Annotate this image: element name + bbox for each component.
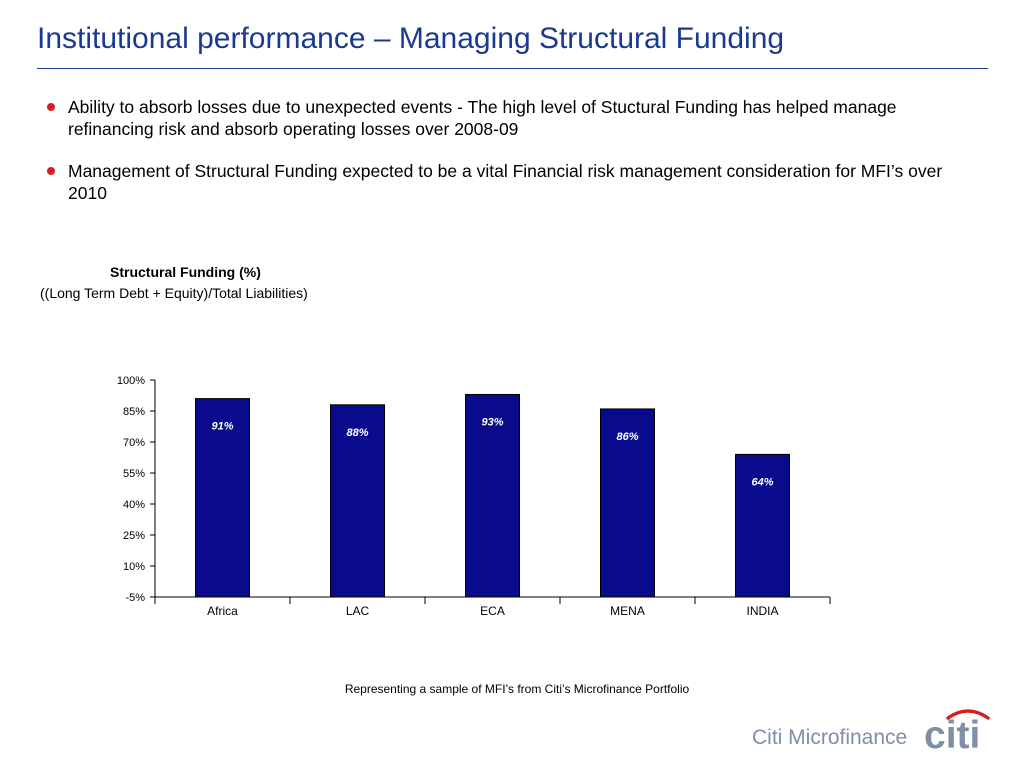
y-tick-label: 85% bbox=[123, 406, 145, 418]
bar bbox=[600, 408, 655, 598]
bar-data-label: 86% bbox=[616, 431, 638, 443]
x-tick-label: Africa bbox=[207, 604, 238, 618]
y-tick-label: 70% bbox=[123, 437, 145, 449]
chart-title: Structural Funding (%) bbox=[110, 264, 261, 280]
bar-data-label: 64% bbox=[751, 476, 773, 488]
y-tick-label: 55% bbox=[123, 468, 145, 480]
bar bbox=[195, 398, 250, 598]
citi-logo: citi bbox=[924, 709, 990, 751]
y-tick-label: -5% bbox=[125, 592, 145, 604]
y-tick-label: 100% bbox=[117, 375, 145, 387]
citi-logo-text: citi bbox=[924, 714, 980, 751]
footnote: Representing a sample of MFI’s from Citi… bbox=[344, 682, 690, 696]
bullet-item: Management of Structural Funding expecte… bbox=[46, 160, 981, 204]
title-divider bbox=[37, 68, 988, 69]
bar-data-label: 88% bbox=[346, 427, 368, 439]
bullet-item: Ability to absorb losses due to unexpect… bbox=[46, 96, 981, 140]
bar-data-label: 91% bbox=[211, 421, 233, 433]
x-tick-label: ECA bbox=[480, 604, 505, 618]
y-tick-label: 10% bbox=[123, 561, 145, 573]
chart-subtitle: ((Long Term Debt + Equity)/Total Liabili… bbox=[40, 285, 308, 301]
citi-logo-arc bbox=[946, 709, 990, 720]
bar-data-label: 93% bbox=[481, 416, 503, 428]
x-tick-label: INDIA bbox=[746, 604, 778, 618]
x-tick-label: MENA bbox=[610, 604, 645, 618]
y-tick-label: 40% bbox=[123, 499, 145, 511]
bar bbox=[330, 404, 385, 598]
page-title: Institutional performance – Managing Str… bbox=[37, 22, 785, 55]
x-tick-label: LAC bbox=[346, 604, 370, 618]
y-tick-label: 25% bbox=[123, 530, 145, 542]
bar bbox=[735, 453, 790, 598]
bullet-list: Ability to absorb losses due to unexpect… bbox=[46, 96, 981, 224]
bar bbox=[465, 393, 520, 598]
brand-text: Citi Microfinance bbox=[752, 726, 908, 749]
